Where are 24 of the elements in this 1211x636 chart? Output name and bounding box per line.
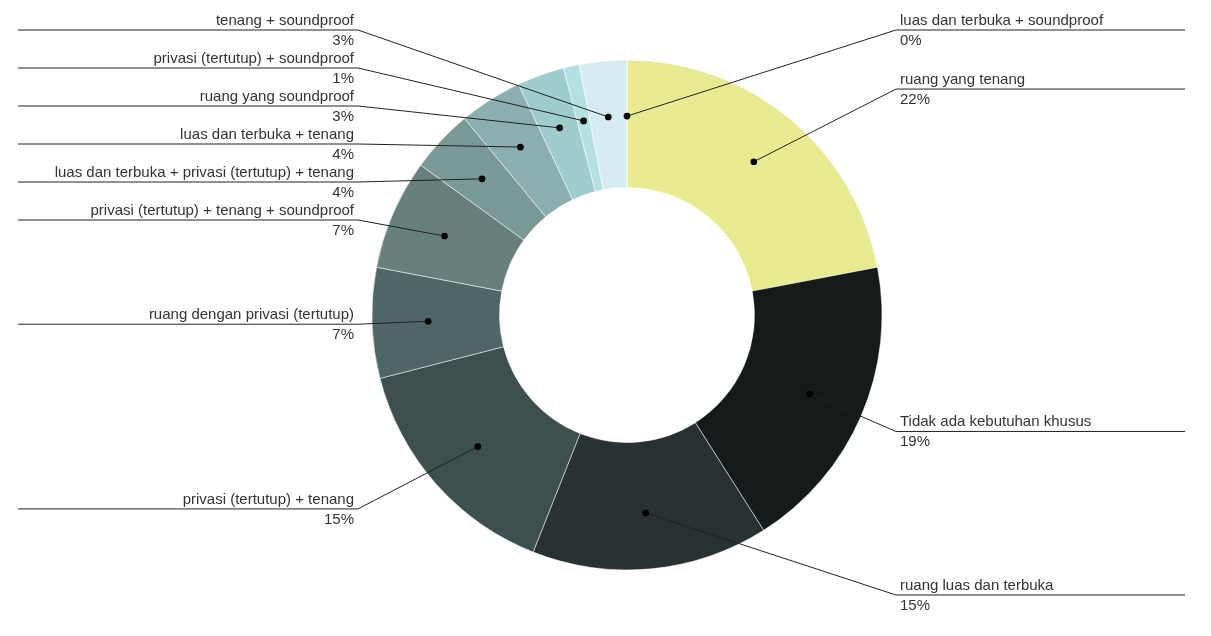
data-label: 1% [332, 69, 354, 86]
data-label: 22% [900, 90, 931, 108]
data-label: 4% [332, 183, 354, 200]
slice-label: ruang yang soundproof [199, 87, 355, 104]
slice-label: ruang yang tenang [900, 70, 1026, 88]
slice-label: luas dan terbuka + privasi (tertutup) + tenang [54, 163, 354, 180]
data-label: 15% [323, 509, 354, 527]
data-label: 15% [900, 596, 931, 613]
data-label: 4% [332, 145, 354, 162]
data-label: 7% [332, 221, 354, 238]
data-label: 3% [332, 107, 354, 124]
slice-label: tenang + soundproof [215, 11, 355, 28]
category-label: luas dan terbuka + soundproof [900, 11, 1104, 28]
text: 0% [900, 31, 922, 48]
slice-label: luas dan terbuka + tenang [180, 125, 354, 142]
slice-label: privasi (tertutup) + soundproof [153, 49, 355, 66]
slice-label: ruang luas dan terbuka [900, 576, 1055, 593]
data-label: 7% [332, 325, 354, 343]
slice-label: ruang dengan privasi (tertutup) [148, 305, 354, 323]
slice-label: privasi (tertutup) + tenang [182, 489, 354, 507]
slice-label: privasi (tertutup) + tenang + soundproof [90, 201, 355, 218]
data-label: 3% [332, 31, 354, 48]
data-label: 19% [900, 432, 931, 450]
slice-label: Tidak ada kebutuhan khusus [900, 412, 1092, 430]
